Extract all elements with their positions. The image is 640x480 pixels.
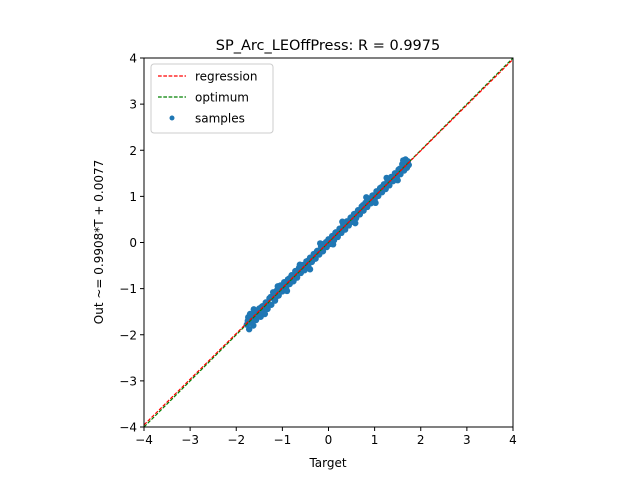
sample-point — [268, 301, 275, 308]
regression-line — [143, 58, 514, 426]
x-tick-label: −1 — [274, 433, 292, 447]
samples-scatter — [243, 156, 412, 333]
optimum-line — [143, 57, 514, 428]
x-tick-label: 2 — [417, 433, 425, 447]
y-tick-label: 0 — [129, 236, 137, 250]
legend: regression optimum samples — [150, 63, 274, 134]
legend-samples-swatch — [169, 115, 175, 121]
sample-point — [317, 240, 324, 247]
x-tick-label: −3 — [181, 433, 199, 447]
sample-point — [263, 302, 270, 310]
y-tick-label: 1 — [129, 190, 137, 204]
sample-point — [363, 194, 370, 201]
x-tick-label: −2 — [227, 433, 245, 447]
sample-point — [318, 247, 325, 254]
x-tick-label: 3 — [463, 433, 471, 447]
y-tick-label: 2 — [129, 144, 137, 158]
y-tick-label: −3 — [119, 374, 137, 388]
x-axis: −4 −3 −2 −1 0 1 2 3 4 — [135, 427, 517, 447]
sample-point — [274, 283, 281, 290]
x-axis-label: Target — [308, 456, 346, 470]
sample-point — [244, 317, 251, 325]
sample-point — [245, 326, 253, 333]
sample-point — [336, 229, 344, 236]
sample-point — [346, 219, 353, 227]
x-tick-label: 0 — [325, 433, 333, 447]
sample-point — [250, 322, 257, 329]
y-tick-label: 3 — [129, 98, 137, 112]
chart-title: SP_Arc_LEOffPress: R = 0.9975 — [216, 38, 440, 54]
sample-point — [296, 261, 304, 268]
legend-frame — [150, 63, 274, 134]
y-tick-label: −4 — [119, 421, 137, 435]
sample-point — [304, 257, 311, 265]
sample-point — [306, 266, 314, 273]
sample-point — [373, 192, 381, 199]
y-tick-label: −1 — [119, 282, 137, 296]
sample-point — [253, 314, 261, 321]
legend-samples-label: samples — [195, 112, 245, 126]
sample-point — [364, 201, 371, 208]
y-tick-label: −2 — [119, 328, 137, 342]
reference-lines — [143, 57, 514, 428]
sample-point — [372, 199, 379, 207]
sample-point — [383, 174, 390, 182]
legend-optimum-label: optimum — [195, 91, 249, 105]
sample-point — [352, 219, 359, 227]
sample-point — [339, 218, 346, 225]
sample-point — [400, 157, 407, 164]
y-tick-label: 4 — [129, 52, 137, 66]
x-tick-label: 4 — [509, 433, 517, 447]
y-axis-label: Out ~= 0.9908*T + 0.0077 — [92, 160, 106, 324]
x-tick-label: −4 — [135, 433, 153, 447]
sample-point — [250, 306, 257, 313]
sample-point — [382, 183, 390, 190]
sample-point — [283, 287, 291, 295]
legend-regression-label: regression — [195, 70, 258, 84]
x-tick-label: 1 — [371, 433, 379, 447]
y-axis: −4 −3 −2 −1 0 1 2 3 4 — [119, 52, 144, 435]
sample-point — [299, 266, 307, 273]
